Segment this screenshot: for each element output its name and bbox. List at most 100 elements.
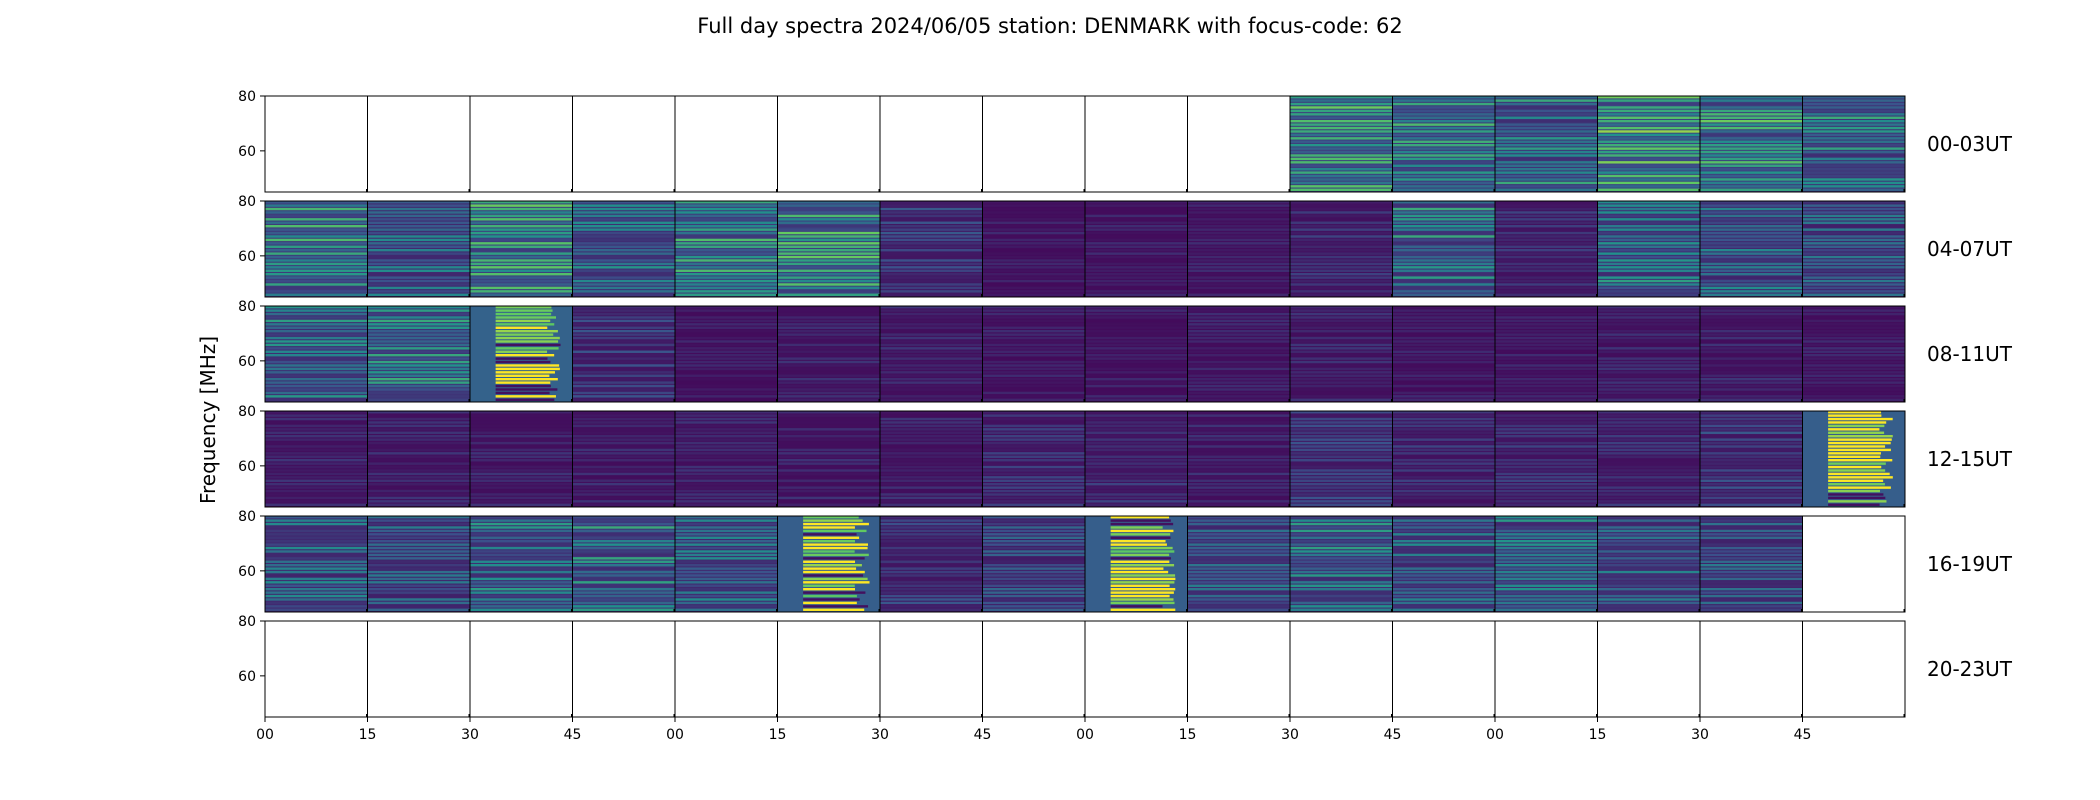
spectrum-cell <box>1494 96 1598 192</box>
spectrum-cell <box>572 411 675 507</box>
y-tick-label: 60 <box>238 669 256 685</box>
x-tick-label: 45 <box>974 727 992 743</box>
y-tick-label: 80 <box>238 614 256 630</box>
spectrum-cell <box>1084 621 1188 717</box>
y-tick-label: 80 <box>238 509 256 525</box>
x-tick-label: 15 <box>769 727 787 743</box>
spectrum-cell <box>1392 621 1495 717</box>
spectrum-cell <box>1802 201 1905 297</box>
x-tick-label: 45 <box>564 727 582 743</box>
panel-04-07UT: 80 60 04-07UT <box>238 194 2013 298</box>
y-tick-label: 80 <box>238 299 256 315</box>
spectrum-cell <box>674 201 778 297</box>
panel-frame <box>264 95 1906 193</box>
spectrum-cell <box>982 201 1085 297</box>
spectrum-cell <box>1597 516 1700 612</box>
spectrum-cell <box>367 96 470 192</box>
spectrum-cell <box>1597 96 1700 192</box>
spectrum-cell <box>1699 306 1803 402</box>
spectrum-cell <box>1597 306 1700 402</box>
panel-08-11UT: 80 60 08-11UT <box>238 299 2013 403</box>
spectrum-cell <box>1187 621 1290 717</box>
spectrum-cell <box>879 96 983 192</box>
spectrum-cell <box>469 201 573 297</box>
spectrum-cell <box>1084 516 1188 612</box>
spectrum-cell <box>1494 306 1598 402</box>
spectrum-cell <box>674 516 778 612</box>
row-label: 20-23UT <box>1927 657 2013 681</box>
spectrum-cell <box>572 306 675 402</box>
panel-frame <box>264 200 1906 298</box>
spectrum-cell <box>982 516 1085 612</box>
x-tick-label: 30 <box>1281 727 1299 743</box>
spectrum-cell <box>1187 96 1290 192</box>
spectrum-cell <box>1699 96 1803 192</box>
spectrum-cell <box>572 96 675 192</box>
spectrum-cell <box>367 306 470 402</box>
row-label: 04-07UT <box>1927 237 2013 261</box>
spectrum-cell <box>469 621 573 717</box>
spectrum-cell <box>1289 306 1393 402</box>
x-tick-label: 45 <box>1794 727 1812 743</box>
x-tick-label: 15 <box>1589 727 1607 743</box>
spectrum-cell <box>777 621 880 717</box>
spectrum-cell <box>1084 411 1188 507</box>
y-tick-label: 60 <box>238 144 256 160</box>
y-tick-label: 60 <box>238 564 256 580</box>
panel-00-03UT: 80 60 00-03UT <box>238 89 2013 193</box>
panel-frame <box>264 305 1906 403</box>
spectrum-cell <box>879 411 983 507</box>
x-tick-label: 00 <box>666 727 684 743</box>
spectrum-cell <box>1187 516 1290 612</box>
spectrum-cell <box>1392 306 1495 402</box>
spectrum-cell <box>674 306 778 402</box>
y-tick-label: 80 <box>238 89 256 105</box>
spectrum-cell <box>1802 621 1905 717</box>
x-tick-label: 15 <box>1179 727 1197 743</box>
spectrum-cell <box>1597 201 1700 297</box>
x-tick-label: 30 <box>1691 727 1709 743</box>
spectrum-cell <box>1289 621 1393 717</box>
spectrum-cell <box>1699 516 1803 612</box>
spectrum-cell <box>1392 516 1495 612</box>
spectrum-cell <box>367 621 470 717</box>
spectrum-cell <box>1597 411 1700 507</box>
spectrum-cell <box>367 516 470 612</box>
spectrum-cell <box>1802 411 1905 507</box>
spectrum-cell <box>572 516 675 612</box>
spectrum-cell <box>469 306 573 402</box>
spectrum-cell <box>264 306 368 402</box>
spectrum-cell <box>674 621 778 717</box>
spectrum-cell <box>1084 306 1188 402</box>
spectrum-cell <box>1289 201 1393 297</box>
spectrum-cell <box>469 516 573 612</box>
spectrum-cell <box>1494 516 1598 612</box>
spectrum-cell <box>879 201 983 297</box>
spectrum-cell <box>469 411 573 507</box>
spectrum-cell <box>777 306 880 402</box>
spectrum-cell <box>777 201 880 297</box>
spectrum-cell <box>1289 96 1393 192</box>
spectrum-cell <box>777 96 880 192</box>
spectrum-cell <box>777 411 880 507</box>
spectrum-cell <box>1699 201 1803 297</box>
spectrum-cell <box>1802 96 1905 192</box>
spectrum-cell <box>1494 411 1598 507</box>
spectrum-cell <box>1392 96 1495 192</box>
spectrum-cell <box>982 621 1085 717</box>
spectrum-cell <box>1802 306 1905 402</box>
spectrum-cell <box>879 516 983 612</box>
spectrum-cell <box>1289 516 1393 612</box>
spectrum-cell <box>1187 306 1290 402</box>
y-tick-label: 60 <box>238 354 256 370</box>
y-tick-label: 80 <box>238 194 256 210</box>
spectrum-cell <box>264 516 368 612</box>
x-tick-label: 15 <box>359 727 377 743</box>
x-tick-label: 30 <box>871 727 889 743</box>
spectrum-cell <box>982 306 1085 402</box>
y-tick-label: 60 <box>238 459 256 475</box>
spectrum-cell <box>879 306 983 402</box>
spectrum-cell <box>777 516 880 612</box>
x-tick-label: 00 <box>1076 727 1094 743</box>
row-label: 08-11UT <box>1927 342 2013 366</box>
